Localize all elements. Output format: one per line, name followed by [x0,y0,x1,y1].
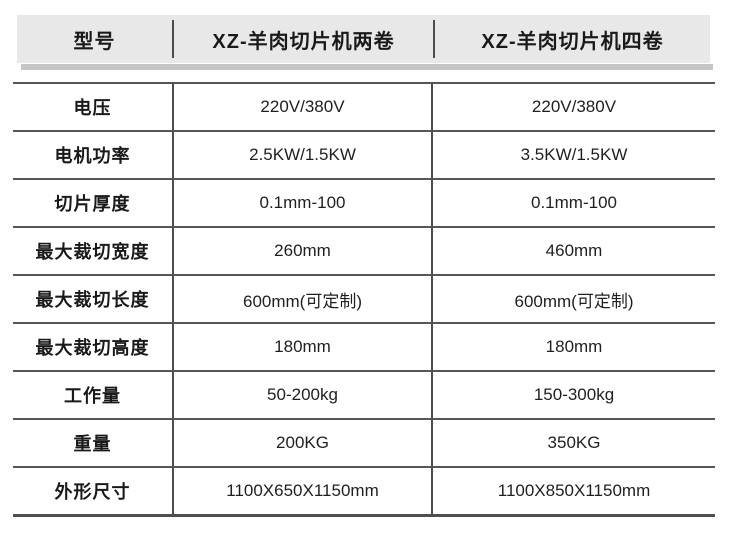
header-cell-model: 型号 [73,30,116,53]
spec-label-slice-thickness: 切片厚度 [13,178,172,226]
header-shadow-strip [21,64,713,70]
spec-table: 电压 220V/380V 220V/380V 电机功率 2.5KW/1.5KW … [13,82,715,517]
spec-value: 2.5KW/1.5KW [172,130,433,178]
spec-value: 600mm(可定制) [172,274,433,322]
spec-value: 0.1mm-100 [172,178,433,226]
spec-value: 0.1mm-100 [433,178,715,226]
spec-value: 1100X850X1150mm [433,466,715,514]
header-cell-two-roll: XZ-羊肉切片机两卷 [212,30,395,53]
spec-value: 200KG [172,418,433,466]
spec-value: 180mm [172,322,433,370]
spec-value: 460mm [433,226,715,274]
spec-label-max-cut-length: 最大裁切长度 [13,274,172,322]
spec-value: 220V/380V [172,82,433,130]
spec-value: 180mm [433,322,715,370]
spec-label-work-capacity: 工作量 [13,370,172,418]
spec-label-motor-power: 电机功率 [13,130,172,178]
spec-value: 260mm [172,226,433,274]
spec-label-weight: 重量 [13,418,172,466]
header-cell-four-roll: XZ-羊肉切片机四卷 [481,30,664,53]
spec-value: 50-200kg [172,370,433,418]
header-divider [172,20,174,58]
table-header-row: 型号 XZ-羊肉切片机两卷 XZ-羊肉切片机四卷 [17,15,710,63]
spec-label-dimensions: 外形尺寸 [13,466,172,514]
spec-value: 1100X650X1150mm [172,466,433,514]
header-divider [433,20,435,58]
spec-value: 220V/380V [433,82,715,130]
spec-value: 600mm(可定制) [433,274,715,322]
spec-label-max-cut-width: 最大裁切宽度 [13,226,172,274]
spec-value: 3.5KW/1.5KW [433,130,715,178]
spec-value: 350KG [433,418,715,466]
spec-label-max-cut-height: 最大裁切高度 [13,322,172,370]
spec-label-voltage: 电压 [13,82,172,130]
spec-value: 150-300kg [433,370,715,418]
